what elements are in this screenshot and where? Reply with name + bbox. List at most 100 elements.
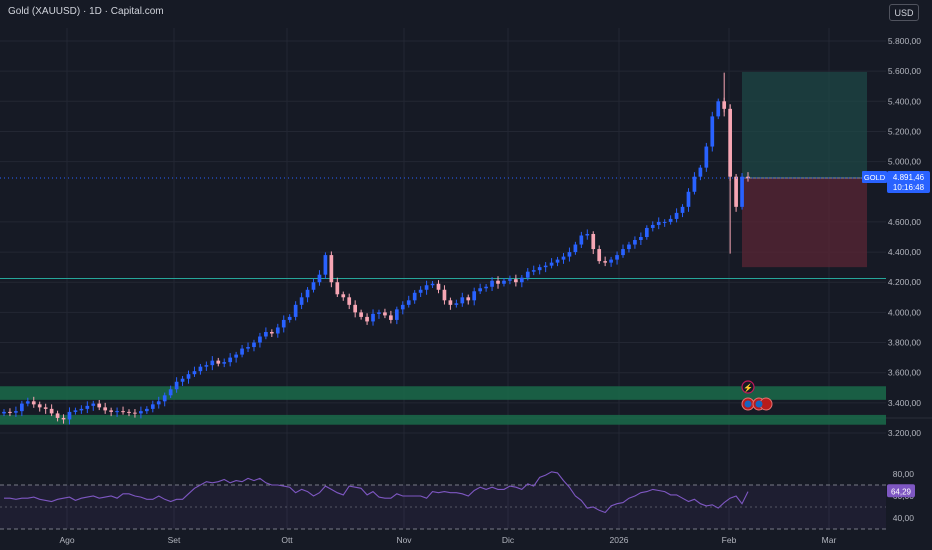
price-tick-label: 4.400,00 — [888, 247, 921, 257]
price-tick-label: 4.600,00 — [888, 217, 921, 227]
lightning-icon-glyph: ⚡ — [743, 383, 753, 393]
price-tick-label: 3.200,00 — [888, 428, 921, 438]
lightning-icon — [741, 380, 755, 394]
candle-body — [317, 274, 322, 283]
candle-body — [8, 411, 12, 413]
rsi-pane — [0, 471, 886, 530]
candle-body — [371, 313, 375, 322]
time-tick-label: Set — [168, 535, 181, 545]
candle-body — [14, 411, 18, 413]
candle-body — [67, 411, 72, 420]
candle-body — [192, 371, 197, 375]
candle-body — [353, 304, 358, 313]
candle-body — [716, 101, 721, 117]
candle-body — [323, 255, 328, 275]
price-tick-label: 3.400,00 — [888, 398, 921, 408]
candle-body — [585, 233, 590, 236]
price-tick-label: 3.600,00 — [888, 368, 921, 378]
candle-body — [281, 319, 286, 328]
candle-body — [269, 331, 274, 334]
candle-body — [43, 407, 48, 409]
candle-body — [258, 336, 262, 343]
candle-body — [234, 354, 238, 358]
candle-body — [20, 403, 24, 412]
time-tick-label: Nov — [396, 535, 412, 545]
candle-body — [412, 292, 417, 301]
candle-body — [394, 309, 399, 320]
candle-body — [698, 167, 703, 177]
candle-body — [549, 262, 554, 266]
candle-body — [347, 297, 352, 305]
candle-body — [496, 280, 500, 284]
candle-body — [668, 218, 673, 222]
candle-body — [85, 405, 90, 409]
candle-body — [240, 348, 244, 355]
candle-body — [377, 312, 381, 314]
candle-body — [359, 312, 363, 317]
candle-body — [472, 291, 477, 301]
candle-body — [252, 342, 256, 348]
price-tick-label: 3.800,00 — [888, 338, 921, 348]
candle-body — [621, 249, 625, 256]
candle-body — [305, 289, 310, 298]
candle-body — [246, 347, 250, 349]
current-price-tag — [887, 171, 930, 194]
candle-body — [579, 235, 584, 245]
candle-body — [466, 297, 471, 301]
candle-body — [264, 331, 268, 337]
candle-body — [204, 365, 209, 367]
candle-body — [680, 206, 685, 213]
candle-body — [454, 303, 459, 305]
rsi-tick-label: 80,00 — [893, 469, 915, 479]
zones — [0, 71, 886, 425]
time-tick-label: Dic — [502, 535, 515, 545]
candle-body — [79, 408, 84, 411]
candle-body — [460, 297, 465, 304]
candle-body — [287, 316, 292, 320]
candle-body — [561, 256, 566, 260]
candle-body — [656, 221, 661, 225]
price-tick-label: 5.400,00 — [888, 96, 921, 106]
price-tick-label: 5.800,00 — [888, 36, 921, 46]
candle-body — [162, 395, 167, 402]
candle-body — [275, 327, 280, 334]
resistance-zone — [0, 386, 886, 400]
candle-body — [436, 283, 441, 290]
candle-body — [210, 360, 215, 366]
symbol-tag-label: GOLD — [864, 173, 886, 182]
candle-body — [49, 408, 54, 414]
candle-body — [508, 279, 512, 281]
candle-body — [121, 411, 125, 413]
currency-button[interactable]: USD — [889, 4, 919, 21]
candle-body — [734, 176, 738, 207]
candle-body — [609, 259, 613, 263]
candle-body — [537, 267, 542, 271]
candle-body — [543, 265, 548, 268]
candle-body — [103, 407, 108, 411]
candle-body — [127, 411, 131, 413]
candle-body — [150, 404, 155, 409]
time-tick-label: Ott — [281, 535, 293, 545]
candle-body — [198, 366, 203, 372]
time-tick-label: Ago — [59, 535, 74, 545]
candle-body — [2, 411, 6, 414]
position-stop-zone — [742, 178, 867, 268]
candle-body — [644, 227, 649, 237]
candle-body — [329, 255, 334, 283]
candle-body — [525, 271, 530, 278]
candle-body — [519, 277, 524, 283]
candle-body — [25, 401, 30, 404]
candle-body — [424, 285, 429, 290]
price-tick-label: 4.000,00 — [888, 307, 921, 317]
candle-body — [704, 146, 709, 168]
candle-body — [61, 417, 66, 420]
candle-body — [597, 249, 602, 262]
candle-body — [555, 259, 560, 263]
candle-body — [31, 401, 36, 405]
candle-body — [502, 280, 506, 284]
candle-body — [567, 252, 572, 257]
candle-body — [341, 294, 346, 298]
axes: 5.800,00 5.600,00 5.400,00 5.200,00 5.000,00… — [59, 36, 921, 545]
